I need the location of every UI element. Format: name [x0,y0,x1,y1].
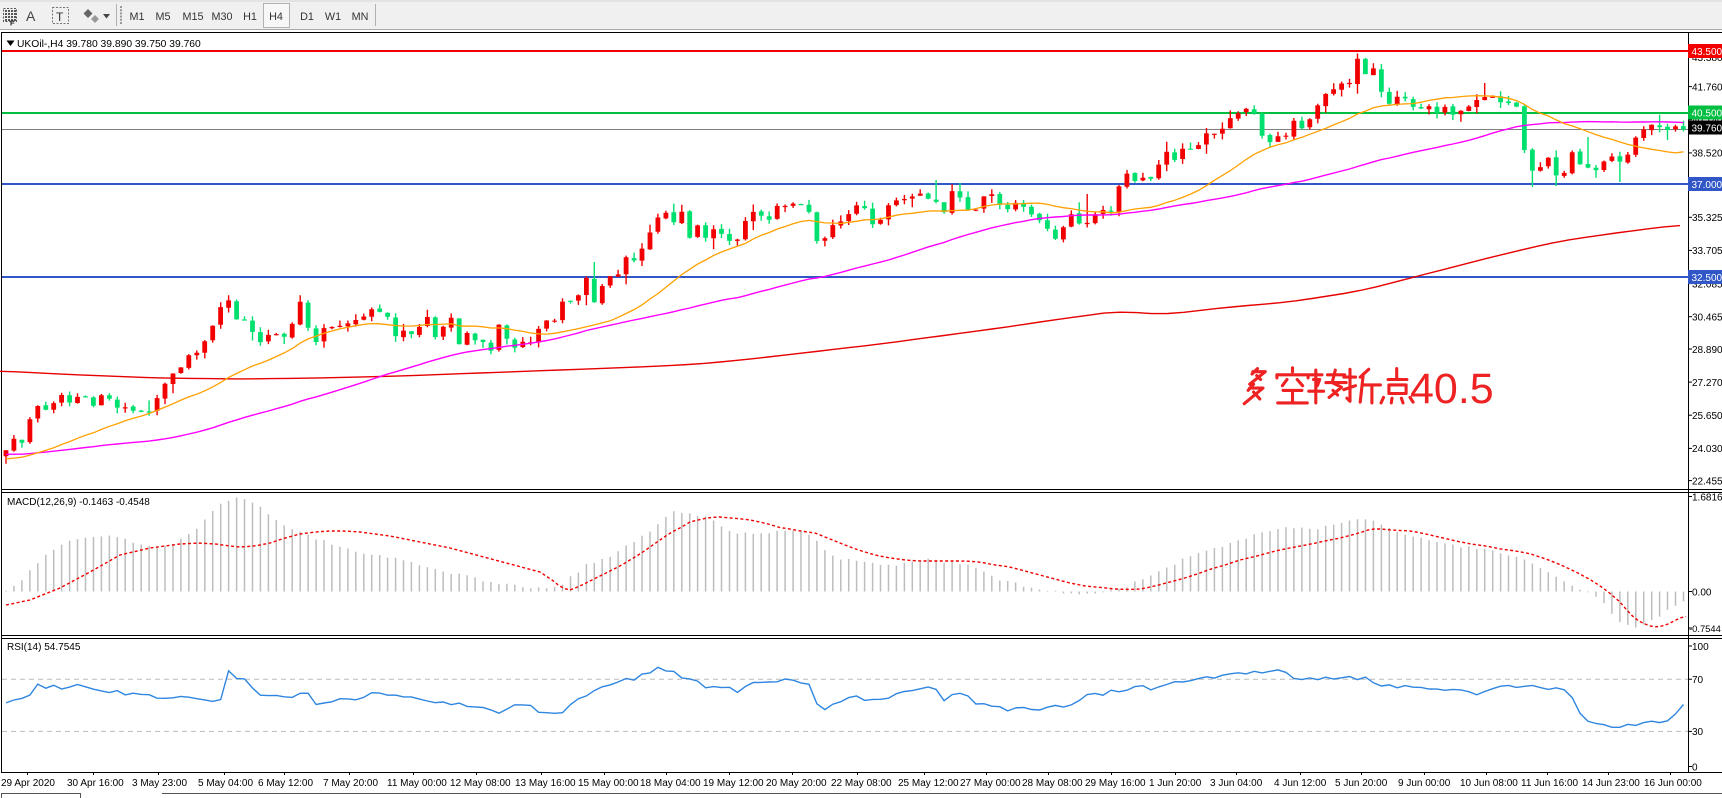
svg-text:29 Apr 2020: 29 Apr 2020 [1,778,55,789]
svg-text:40.500: 40.500 [1692,108,1722,119]
svg-text:MACD(12,26,9) -0.1463 -0.4548: MACD(12,26,9) -0.1463 -0.4548 [7,497,150,508]
svg-text:D1: D1 [300,11,314,23]
svg-text:A: A [26,8,36,24]
svg-text:H4: H4 [269,11,283,23]
svg-text:1 Jun 20:00: 1 Jun 20:00 [1149,778,1202,789]
svg-text:7 May 20:00: 7 May 20:00 [323,778,378,789]
svg-text:29 May 16:00: 29 May 16:00 [1085,778,1146,789]
svg-text:RSI(14) 54.7545: RSI(14) 54.7545 [7,642,81,653]
svg-text:6 May 12:00: 6 May 12:00 [258,778,313,789]
svg-text:16 Jun 00:00: 16 Jun 00:00 [1644,778,1702,789]
svg-text:4 Jun 12:00: 4 Jun 12:00 [1274,778,1327,789]
svg-text:70: 70 [1692,675,1704,686]
svg-text:5 Jun 20:00: 5 Jun 20:00 [1335,778,1388,789]
svg-text:H1: H1 [243,11,257,23]
svg-text:3 May 23:00: 3 May 23:00 [132,778,187,789]
svg-text:32.085: 32.085 [1692,279,1722,290]
svg-text:12 May 08:00: 12 May 08:00 [450,778,511,789]
svg-text:15 May 00:00: 15 May 00:00 [578,778,639,789]
svg-text:43.500: 43.500 [1692,47,1722,58]
svg-text:UKOil-,H4 39.780 39.890 39.75: UKOil-,H4 39.780 39.890 39.750 39.760 [17,39,201,50]
svg-text:18 May 04:00: 18 May 04:00 [640,778,701,789]
svg-text:22 May 08:00: 22 May 08:00 [831,778,892,789]
svg-text:W1: W1 [325,11,341,23]
svg-text:22.455: 22.455 [1692,476,1722,487]
svg-text:-0.7544: -0.7544 [1689,623,1721,634]
svg-text:33.705: 33.705 [1692,246,1722,257]
svg-text:30 Apr 16:00: 30 Apr 16:00 [67,778,124,789]
svg-text:5 May 04:00: 5 May 04:00 [198,778,253,789]
svg-text:28 May 08:00: 28 May 08:00 [1022,778,1083,789]
svg-text:M1: M1 [130,11,145,23]
svg-text:27.270: 27.270 [1692,378,1722,389]
svg-text:20 May 20:00: 20 May 20:00 [766,778,827,789]
svg-text:13 May 16:00: 13 May 16:00 [515,778,576,789]
svg-text:T: T [56,10,64,24]
svg-text:30.465: 30.465 [1692,313,1722,324]
svg-text:38.520: 38.520 [1692,149,1722,160]
svg-text:11 May 00:00: 11 May 00:00 [387,778,447,789]
svg-text:24.030: 24.030 [1692,444,1722,455]
svg-text:3 Jun 04:00: 3 Jun 04:00 [1210,778,1263,789]
svg-text:37.000: 37.000 [1692,180,1722,191]
svg-text:M15: M15 [182,11,203,23]
svg-text:28.890: 28.890 [1692,345,1722,356]
svg-text:9 Jun 00:00: 9 Jun 00:00 [1398,778,1451,789]
svg-text:40.5: 40.5 [1410,365,1494,413]
svg-text:41.760: 41.760 [1692,82,1722,93]
svg-text:39.760: 39.760 [1692,123,1722,134]
svg-text:32.500: 32.500 [1692,273,1722,284]
svg-text:27 May 00:00: 27 May 00:00 [960,778,1021,789]
svg-text:100: 100 [1692,642,1709,653]
svg-text:35.325: 35.325 [1692,213,1722,224]
svg-text:25.650: 25.650 [1692,411,1722,422]
svg-text:MN: MN [352,11,369,23]
svg-text:11 Jun 16:00: 11 Jun 16:00 [1521,778,1579,789]
svg-text:14 Jun 23:00: 14 Jun 23:00 [1582,778,1640,789]
svg-text:19 May 12:00: 19 May 12:00 [703,778,764,789]
svg-text:25 May 12:00: 25 May 12:00 [898,778,959,789]
svg-text:0: 0 [1692,762,1698,773]
svg-text:30: 30 [1692,727,1704,738]
svg-text:F: F [10,19,15,28]
svg-text:43.380: 43.380 [1692,53,1722,64]
svg-text:0.00: 0.00 [1692,587,1712,598]
svg-text:10 Jun 08:00: 10 Jun 08:00 [1460,778,1518,789]
svg-text:1.6816: 1.6816 [1692,492,1722,503]
svg-text:M5: M5 [156,11,171,23]
svg-text:M30: M30 [211,11,232,23]
